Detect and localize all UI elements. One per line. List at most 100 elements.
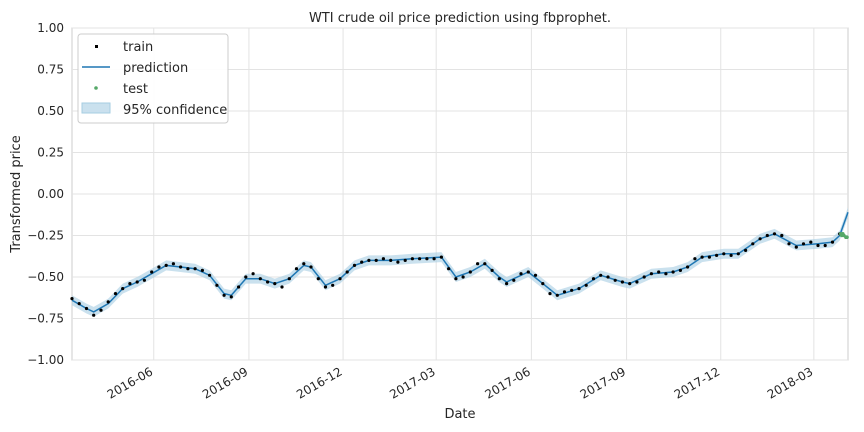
train-point	[309, 265, 313, 269]
train-point	[678, 268, 683, 272]
train-point	[736, 252, 740, 256]
train-point	[505, 282, 509, 286]
y-tick-label: −0.25	[27, 229, 64, 243]
train-point	[649, 272, 654, 276]
y-axis-ticks: −1.00 −0.75 −0.50 −0.25 0.00 0.25 0.50 0.75 1.00	[27, 21, 64, 367]
train-point	[461, 275, 465, 279]
train-point	[693, 257, 697, 261]
train-point	[193, 267, 197, 271]
train-point	[765, 233, 769, 238]
train-point	[171, 262, 175, 266]
train-point	[92, 313, 96, 317]
train-point	[439, 255, 443, 259]
test-series	[839, 232, 849, 239]
y-tick-label: 0.50	[37, 104, 64, 118]
train-point	[562, 290, 567, 294]
train-point	[570, 288, 574, 292]
confidence-area	[72, 207, 848, 317]
train-point	[744, 248, 748, 252]
train-point	[157, 265, 161, 269]
train-point	[809, 240, 813, 244]
y-tick-label: −1.00	[27, 353, 64, 367]
train-point	[294, 267, 299, 271]
y-tick-label: 0.00	[37, 187, 64, 201]
train-point	[722, 252, 726, 256]
train-point	[374, 258, 378, 262]
train-point	[266, 280, 270, 284]
train-point	[425, 257, 429, 261]
train-point	[497, 277, 501, 281]
train-point	[251, 272, 255, 276]
train-point	[237, 285, 241, 289]
train-point	[258, 277, 262, 281]
legend: train prediction test 95% confidence	[77, 33, 229, 124]
train-point	[280, 285, 284, 289]
train-point	[381, 257, 385, 261]
train-point	[707, 255, 712, 259]
chart-title: WTI crude oil price prediction using fbp…	[309, 11, 611, 26]
train-point	[526, 270, 530, 274]
train-point	[352, 263, 357, 267]
legend-train-label: train	[123, 40, 153, 55]
train-point	[751, 242, 755, 246]
legend-test-label: test	[123, 82, 148, 97]
train-point	[830, 240, 835, 244]
train-point	[128, 282, 132, 286]
y-tick-label: −0.50	[27, 270, 64, 284]
train-point	[758, 237, 762, 241]
legend-test-marker	[94, 86, 98, 90]
train-point	[671, 270, 675, 274]
train-point	[512, 278, 516, 282]
train-point	[222, 293, 226, 297]
test-point	[845, 235, 849, 239]
y-axis-label: Transformed price	[9, 135, 24, 253]
legend-box	[77, 33, 229, 124]
train-point	[244, 275, 248, 279]
train-point	[794, 245, 798, 249]
train-point	[432, 257, 436, 261]
train-point	[483, 262, 487, 266]
train-point	[628, 282, 632, 286]
train-point	[772, 232, 777, 236]
train-point	[555, 293, 559, 297]
confidence-band	[72, 207, 848, 317]
train-point	[635, 280, 639, 284]
train-point	[302, 262, 306, 266]
train-point	[577, 287, 581, 291]
train-point	[287, 277, 291, 281]
train-point	[454, 277, 458, 281]
train-point	[801, 242, 806, 246]
train-point	[476, 262, 480, 266]
train-point	[686, 265, 690, 269]
train-point	[396, 260, 400, 264]
train-point	[70, 297, 74, 301]
y-tick-label: 1.00	[37, 21, 64, 35]
train-point	[113, 292, 118, 296]
train-point	[84, 306, 89, 311]
train-point	[273, 282, 277, 286]
train-point	[208, 273, 212, 277]
train-point	[418, 257, 422, 261]
train-point	[468, 270, 472, 274]
train-point	[606, 275, 610, 279]
train-point	[599, 273, 603, 277]
legend-confidence-label: 95% confidence	[123, 103, 227, 118]
train-point	[331, 283, 335, 287]
train-point	[323, 285, 328, 289]
train-point	[816, 243, 820, 248]
train-point	[664, 272, 668, 276]
train-point	[360, 260, 364, 264]
y-tick-label: −0.75	[27, 312, 64, 326]
train-point	[150, 270, 154, 274]
train-point	[447, 267, 451, 271]
train-series	[70, 232, 842, 317]
train-point	[700, 255, 704, 259]
train-point	[591, 277, 596, 281]
train-point	[367, 258, 371, 262]
train-point	[410, 257, 414, 261]
train-point	[77, 302, 81, 306]
train-point	[106, 300, 110, 304]
train-point	[729, 253, 733, 257]
train-point	[229, 295, 233, 299]
legend-train-marker	[95, 45, 98, 48]
